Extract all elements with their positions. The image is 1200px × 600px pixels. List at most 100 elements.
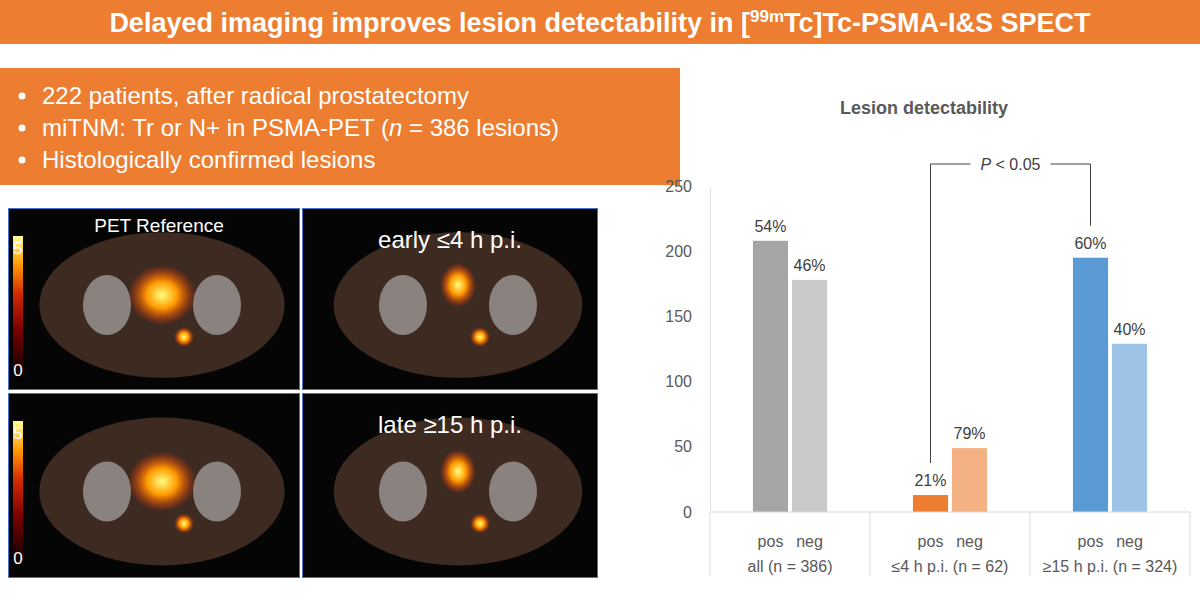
group-separator [710,512,711,576]
panel-frame [303,209,598,390]
data-label: 46% [793,257,825,274]
group-label: ≤4 h p.i. (n = 62) [892,558,1009,575]
uptake-spot [470,327,490,347]
uptake-spot [440,450,476,494]
x-tick-label: neg [1116,533,1143,550]
bracket-line [930,164,970,463]
y-axis-line [710,187,711,513]
text-part: P [980,156,991,173]
image-panel [8,208,300,390]
uptake-spot [128,265,196,325]
body-outline [39,232,284,378]
pelvic-bone [193,275,241,335]
bar [1112,344,1147,512]
data-label: 54% [754,218,786,235]
x-tick-label: neg [796,533,823,550]
text-part: 222 patients, after radical prostatectom… [42,82,469,109]
colorbar-tick-label: 0 [13,549,22,568]
y-tick-label: 100 [665,373,692,390]
group-separator [1030,512,1031,576]
data-label: 40% [1113,321,1145,338]
colorbar-tick-label: 5 [13,424,22,443]
text-part: 99m [750,7,784,26]
y-tick: 50 [674,438,710,455]
bracket-line [1050,164,1090,226]
text-part: Delayed imaging improves lesion detectab… [109,8,750,38]
uptake-spot [440,263,476,307]
pelvic-bone [379,462,427,522]
panel-background [8,208,300,390]
pelvic-bone [489,462,537,522]
bullet-text: Histologically confirmed lesions [42,146,375,173]
significance-bracket [930,164,1090,463]
bullet-dot [19,125,26,132]
pelvic-bone [83,462,131,522]
colorbar-tick-label: 0 [13,361,22,380]
x-axis-line [710,512,1190,513]
colorbar [13,421,23,568]
data-label: 60% [1074,235,1106,252]
text-part: < 0.05 [991,156,1040,173]
y-tick-label: 50 [674,438,692,455]
bars [753,241,1147,512]
slide: Delayed imaging improves lesion detectab… [0,0,1200,600]
panel-background [302,393,598,578]
data-label: 79% [953,425,985,442]
chart-title: Lesion detectability [840,98,1008,118]
panel-label: late ≥15 h p.i. [378,411,522,438]
body-outline [334,232,583,378]
y-tick: 150 [665,308,710,325]
bar [1073,258,1108,512]
image-panel [302,208,598,390]
bullet-box [0,68,680,185]
panel-label: PET Reference [94,215,224,236]
uptake-spot [174,327,194,347]
group-label: ≥15 h p.i. (n = 324) [1043,558,1178,575]
data-label: 21% [914,472,946,489]
y-tick-label: 150 [665,308,692,325]
text-part: n [389,114,402,141]
x-tick-label: pos [918,533,944,550]
bullet-text: miTNM: Tr or N+ in PSMA-PET (n = 386 les… [42,114,559,141]
x-tick-label: pos [758,533,784,550]
text-part: Histologically confirmed lesions [42,146,375,173]
uptake-spot [128,452,196,512]
bullet-dot [19,157,26,164]
y-axis: 0 50 100 150 200 250 [665,178,710,521]
group-separator [870,512,871,576]
group-separator [1190,512,1191,576]
y-tick: 200 [665,243,710,260]
uptake-spot [174,514,194,534]
y-tick: 250 [665,178,710,195]
y-tick-label: 200 [665,243,692,260]
image-panel [302,393,598,578]
text-part: = 386 lesions) [402,114,559,141]
significance-label: P < 0.05 [980,156,1040,173]
panel-label: early ≤4 h p.i. [378,226,522,253]
image-panel [8,393,300,578]
title-banner [0,0,1200,44]
y-tick-label: 250 [665,178,692,195]
bar [913,495,948,512]
slide-title: Delayed imaging improves lesion detectab… [109,7,1091,38]
text-part: Tc]Tc-PSMA-I&S SPECT [784,8,1091,38]
pelvic-bone [83,275,131,335]
x-tick-label: pos [1078,533,1104,550]
pelvic-bone [379,275,427,335]
bullet-text: 222 patients, after radical prostatectom… [42,82,469,109]
y-tick: 0 [683,504,710,521]
panel-background [8,393,300,578]
x-tick-label: neg [956,533,983,550]
group-label: all (n = 386) [748,558,833,575]
bullet-dot [19,93,26,100]
colorbar [13,236,23,380]
bar [952,448,987,512]
pelvic-bone [193,462,241,522]
y-tick: 100 [665,373,710,390]
panel-frame [9,209,300,390]
panel-frame [303,394,598,578]
panel-frame [9,394,300,578]
bar [753,241,788,512]
pelvic-bone [489,275,537,335]
panel-background [302,208,598,390]
